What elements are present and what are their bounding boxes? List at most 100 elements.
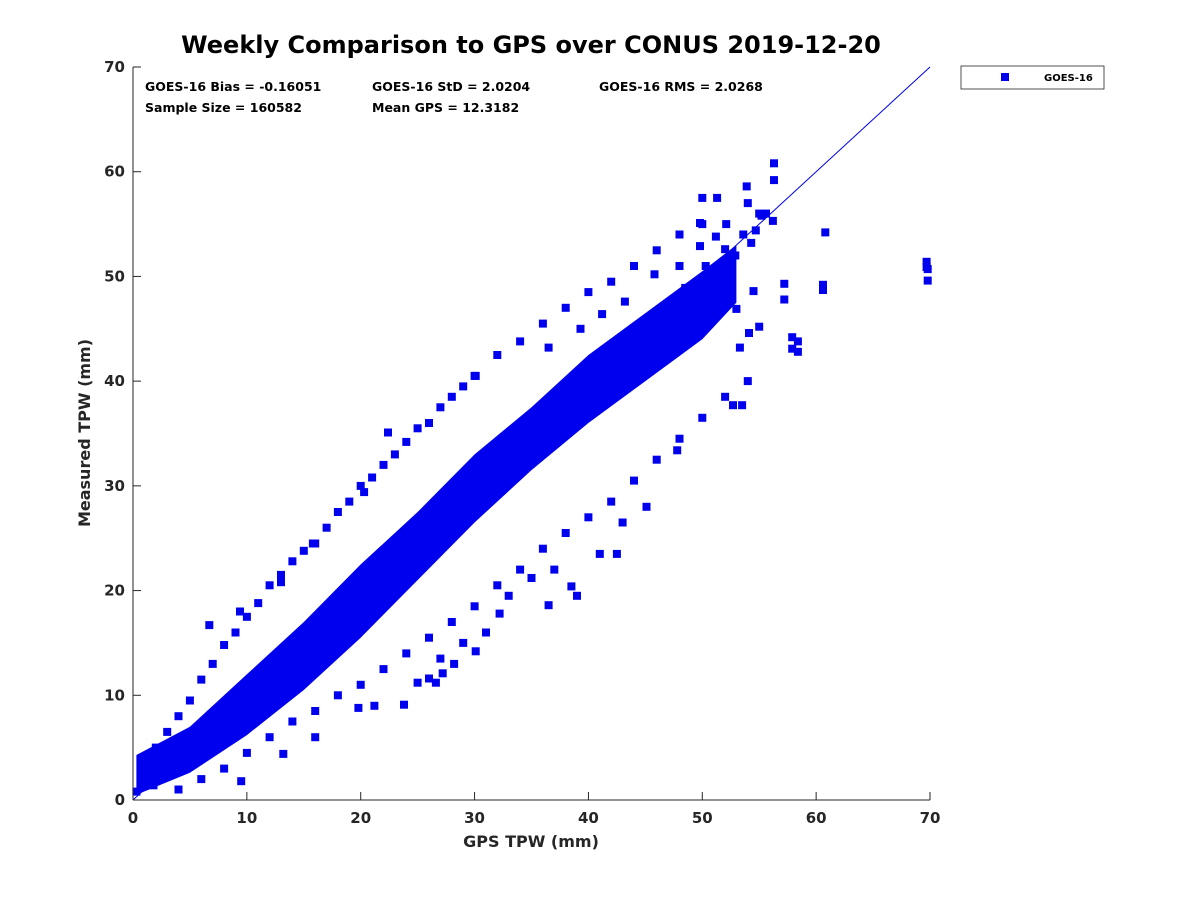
data-point (250, 680, 259, 689)
y-tick-label: 60 (104, 163, 125, 181)
data-point (356, 481, 365, 490)
data-point (780, 279, 789, 288)
data-point (377, 561, 386, 570)
data-point (422, 538, 431, 547)
data-point (379, 665, 388, 674)
y-axis-label: Measured TPW (mm) (75, 339, 94, 527)
legend-marker (1001, 73, 1009, 81)
y-tick-label: 0 (115, 791, 125, 809)
data-point (197, 675, 206, 684)
data-point (780, 295, 789, 304)
data-point (174, 785, 183, 794)
data-point (696, 242, 704, 251)
data-point (308, 539, 317, 548)
data-point (923, 276, 932, 285)
data-point (527, 574, 536, 582)
data-point (162, 770, 170, 779)
data-point (696, 219, 704, 227)
data-point (400, 700, 408, 709)
data-point (612, 549, 621, 558)
data-point (584, 288, 593, 297)
data-point (721, 392, 730, 401)
data-point (384, 428, 392, 437)
data-point (630, 262, 638, 270)
data-point (242, 699, 251, 708)
axes: 0 10 20 30 40 50 60 70 0 10 20 30 40 50 60 70 (104, 58, 940, 827)
data-point (242, 748, 251, 757)
data-point (471, 647, 480, 656)
data-point (681, 283, 690, 292)
data-point (231, 628, 240, 637)
data-point (604, 371, 613, 380)
data-point (573, 382, 581, 391)
x-axis-label: GPS TPW (mm) (463, 832, 599, 851)
data-point (482, 628, 490, 637)
data-point (659, 303, 668, 312)
data-point (425, 633, 433, 642)
data-point (181, 741, 190, 750)
data-point (222, 707, 231, 715)
data-point (265, 581, 274, 590)
annotation-mean-gps: Mean GPS = 12.3182 (372, 100, 519, 115)
x-tick-label: 50 (692, 809, 713, 827)
data-point (743, 199, 752, 208)
data-point (138, 779, 147, 788)
data-point (257, 688, 266, 697)
one-to-one-line (132, 66, 931, 801)
data-point (762, 209, 770, 218)
data-point (402, 437, 411, 446)
data-point (288, 557, 297, 566)
data-point (732, 304, 741, 313)
data-point (438, 669, 447, 678)
data-point (530, 421, 539, 430)
data-point (205, 621, 214, 630)
data-point (413, 678, 422, 687)
data-point (280, 653, 289, 662)
data-point (197, 775, 206, 784)
data-point (215, 726, 224, 735)
data-point (821, 228, 830, 237)
data-point (561, 303, 570, 312)
data-point (195, 732, 203, 741)
data-point (768, 216, 777, 225)
data-point (500, 468, 509, 477)
data-point (441, 520, 449, 529)
data-point (470, 477, 479, 486)
annotation-sample-size: Sample Size = 160582 (145, 100, 302, 115)
data-point (673, 446, 682, 455)
data-point (729, 401, 737, 410)
data-point (470, 602, 479, 611)
data-point (550, 565, 559, 574)
data-point (616, 343, 625, 352)
data-point (652, 455, 661, 464)
data-point (713, 193, 722, 202)
data-point (701, 262, 710, 270)
data-point (739, 230, 748, 239)
data-point (551, 402, 560, 411)
data-point (630, 476, 638, 485)
data-point (652, 246, 661, 255)
data-point (573, 591, 581, 600)
data-point (265, 666, 274, 675)
data-point (460, 502, 469, 511)
data-point (607, 497, 616, 506)
data-point (149, 781, 158, 790)
data-point (413, 530, 422, 538)
data-point (333, 508, 342, 516)
data-point (561, 529, 570, 537)
data-point (277, 578, 285, 587)
data-point (447, 618, 456, 626)
data-point (538, 319, 547, 328)
data-point (188, 747, 197, 756)
data-point (626, 352, 635, 360)
data-point (311, 733, 320, 742)
data-point (368, 473, 377, 482)
data-point (242, 612, 251, 621)
data-point (277, 570, 285, 579)
chart-title: Weekly Comparison to GPS over CONUS 2019… (181, 31, 881, 59)
data-point (471, 371, 480, 380)
data-point (793, 337, 802, 346)
data-point (642, 502, 651, 511)
data-point (637, 323, 646, 332)
data-point (140, 759, 149, 768)
